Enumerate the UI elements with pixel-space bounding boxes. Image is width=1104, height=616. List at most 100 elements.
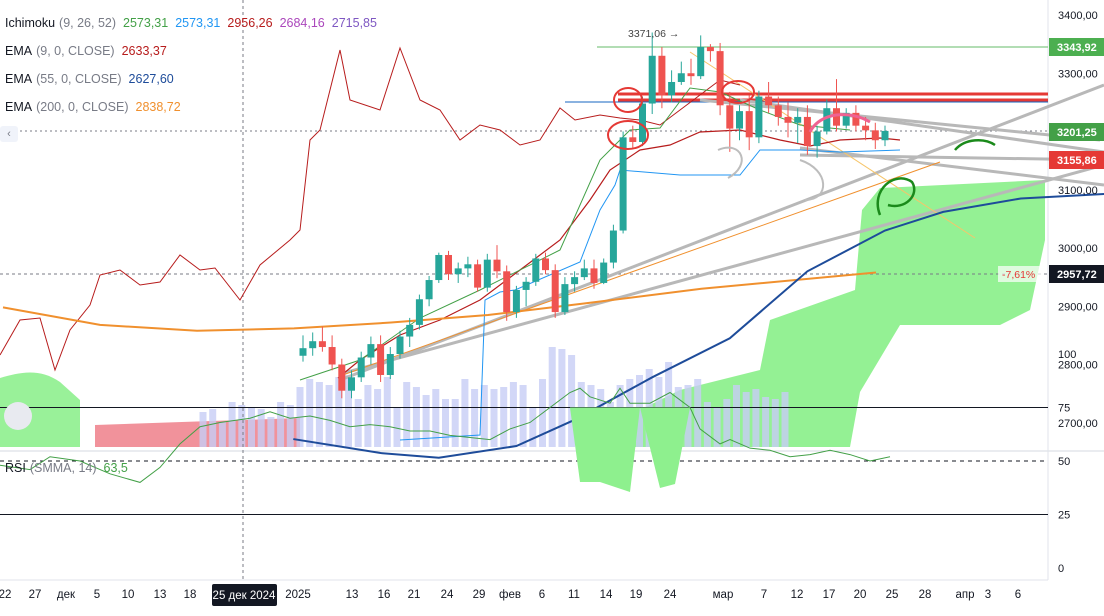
time-tick-label: 29 (473, 589, 486, 601)
ema55-legend[interactable]: EMA (55, 0, CLOSE) 2627,60 (5, 72, 174, 86)
volume-bar (374, 389, 382, 447)
rsi-tick-label: 25 (1058, 510, 1070, 522)
ema200-legend[interactable]: EMA (200, 0, CLOSE) 2838,72 (5, 100, 181, 114)
candle-body (697, 47, 705, 77)
ichimoku-value-4: 2684,16 (279, 16, 325, 30)
volume-bar (412, 387, 420, 447)
volume-bar (762, 397, 770, 447)
volume-bar (209, 409, 217, 447)
ema200-name: EMA (5, 100, 33, 114)
candle-body (871, 130, 879, 141)
candle-body (522, 281, 530, 290)
candle-body (580, 268, 588, 278)
time-tick-label: 7 (761, 589, 767, 601)
highlight-date-badge (212, 584, 277, 606)
volume-bar (703, 402, 711, 447)
green-mark (954, 139, 996, 151)
volume-bar (694, 379, 702, 447)
price-tick-label: 3000,00 (1058, 243, 1098, 255)
time-tick-label: 18 (184, 589, 197, 601)
candle-body (803, 116, 811, 147)
volume-bar (248, 407, 255, 447)
trend-line (339, 163, 1104, 376)
candle-body (454, 268, 462, 275)
candle-body (745, 111, 753, 138)
volume-bar (509, 382, 517, 447)
high-annotation: 3371,06 → (628, 28, 679, 40)
time-tick-label: 5 (94, 589, 100, 601)
time-tick-label: 20 (854, 589, 867, 601)
candle-body (386, 354, 394, 375)
volume-bar (490, 389, 498, 447)
ema200-params: (200, 0, CLOSE) (36, 100, 129, 114)
time-tick-label: 25 (886, 589, 899, 601)
ichimoku-name: Ichimoku (5, 16, 56, 30)
price-tick-label: 3400,00 (1058, 10, 1098, 22)
pink-mark (808, 113, 871, 133)
chikou-span-line (0, 46, 741, 372)
volume-bar (403, 382, 411, 447)
candle-body (464, 264, 472, 269)
volume-bar (267, 417, 275, 447)
time-tick-label: 6 (539, 589, 545, 601)
candle-body (435, 254, 443, 281)
candle-body (639, 103, 646, 142)
rsi-name: RSI (5, 461, 26, 475)
time-tick-label: 25 дек 2024 (213, 590, 277, 602)
candle-body (503, 271, 511, 313)
volume-bar (529, 407, 537, 447)
price-tick-label: 3300,00 (1058, 68, 1098, 80)
volume-bar (325, 385, 333, 447)
volume-bar (665, 362, 673, 447)
price-tick-label: 2900,00 (1058, 301, 1098, 313)
ichimoku-params: (9, 26, 52) (59, 16, 117, 30)
candle-body (784, 116, 792, 123)
tradingview-logo-icon (4, 402, 32, 430)
ichimoku-value-3: 2956,26 (227, 16, 273, 30)
time-tick-label: 13 (346, 589, 359, 601)
price-label-badge (1049, 151, 1104, 169)
candle-body (755, 96, 763, 138)
time-tick-label: 3 (985, 589, 991, 601)
price-tick-label: 2700,00 (1058, 418, 1098, 430)
trend-line (699, 98, 1101, 142)
volume-bar (306, 379, 314, 447)
volume-bar (742, 392, 750, 447)
price-label-badge (1049, 265, 1104, 283)
ema9-legend[interactable]: EMA (9, 0, CLOSE) 2633,37 (5, 44, 167, 58)
price-tick-label: 2800,00 (1058, 360, 1098, 372)
candle-body (309, 341, 317, 349)
collapse-legend-button[interactable]: ‹ (0, 126, 18, 142)
candle-body (590, 268, 598, 283)
candle-body (852, 112, 860, 126)
candle-body (445, 254, 452, 275)
volume-bar (383, 377, 391, 447)
candle-body (862, 125, 870, 131)
candle-body (658, 55, 666, 96)
volume-bar (286, 405, 294, 447)
candle-body (512, 289, 520, 313)
candle-body (716, 51, 724, 106)
rsi-legend[interactable]: RSI (SMMA, 14) 63,5 (5, 461, 128, 475)
time-tick-label: 24 (664, 589, 677, 601)
volume-bar (752, 389, 760, 447)
rsi-tick-label: 100 (1058, 349, 1076, 361)
volume-bar (199, 412, 207, 447)
candle-body (629, 137, 637, 142)
candle-body (367, 344, 375, 358)
volume-bar (723, 399, 731, 447)
volume-bar (781, 392, 789, 447)
volume-bar (364, 385, 372, 447)
candle-body (794, 116, 802, 123)
rsi-tick-label: 50 (1058, 456, 1070, 468)
candle-body (377, 344, 385, 375)
volume-bar (228, 402, 236, 447)
candle-body (765, 96, 773, 106)
ema9-name: EMA (5, 44, 33, 58)
ichimoku-legend[interactable]: Ichimoku (9, 26, 52) 2573,31 2573,31 2956,26… (5, 16, 377, 30)
candle-body (474, 264, 482, 288)
time-tick-label: 16 (378, 589, 391, 601)
volume-bar (422, 395, 430, 447)
candle-body (493, 259, 501, 272)
